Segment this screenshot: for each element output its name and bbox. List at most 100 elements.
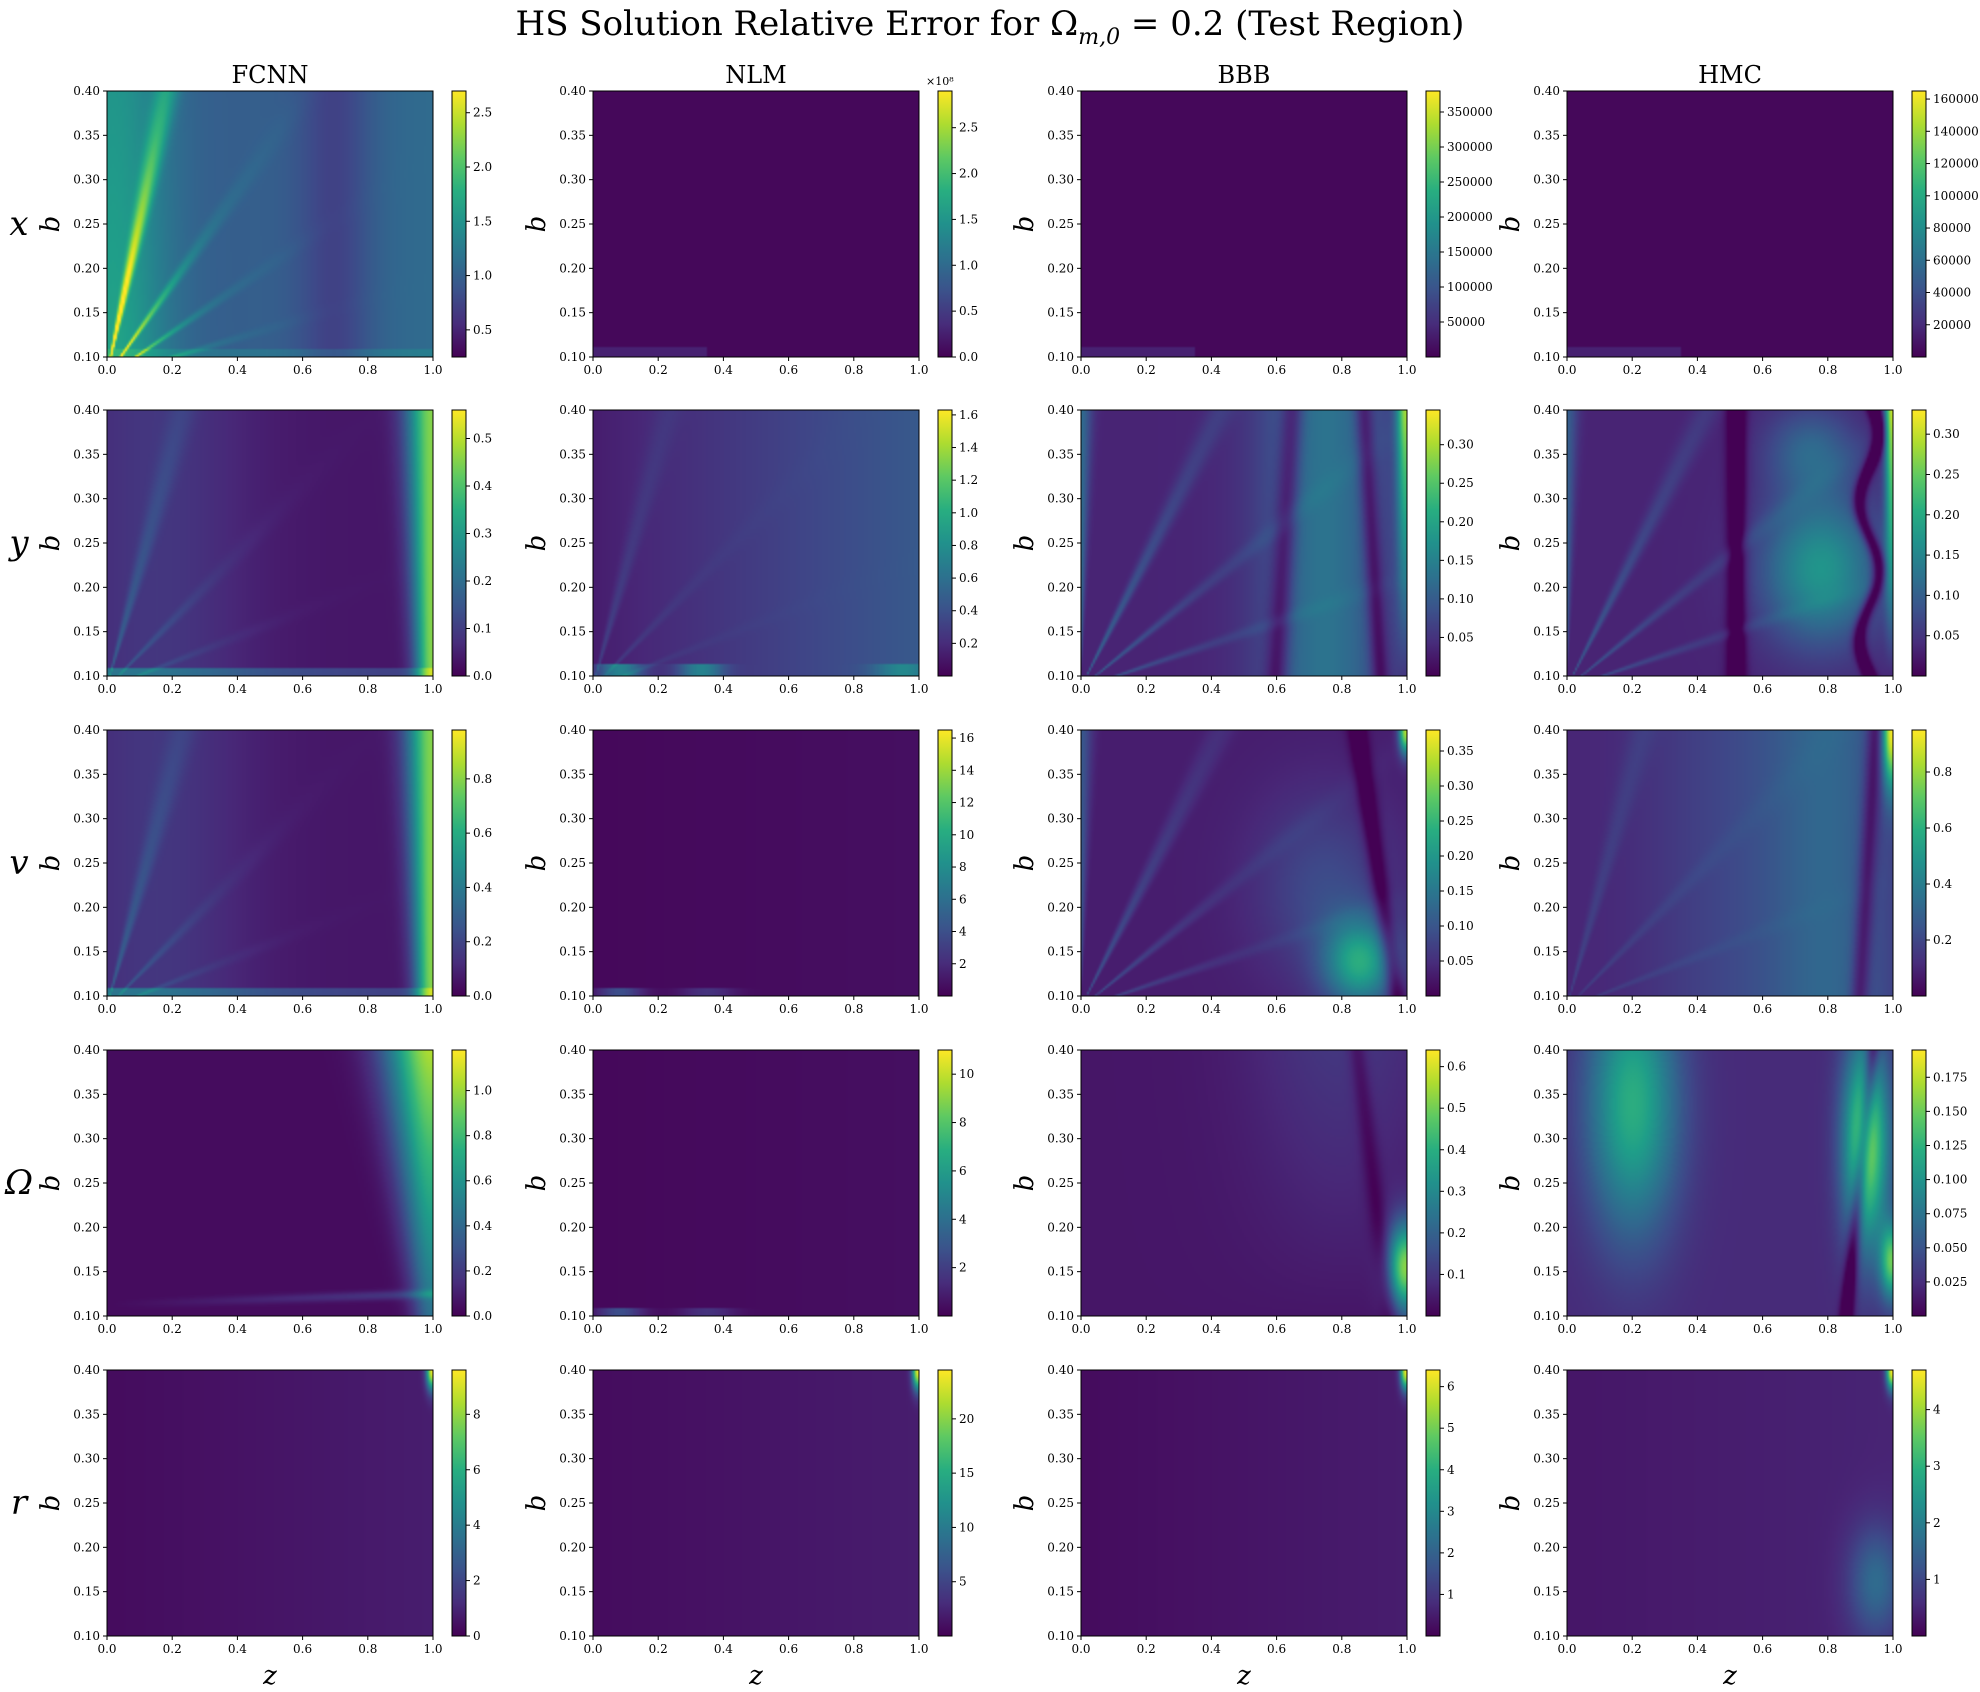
y-tick-label: 0.35: [1047, 128, 1074, 142]
colorbar-tick-label: 0.15: [1447, 884, 1474, 898]
x-tick-label: 0.4: [1688, 1322, 1707, 1336]
colorbar-tick-label: 4: [1933, 1403, 1941, 1417]
colorbar-tick-label: 0.10: [1933, 588, 1960, 602]
y-axis-label: b: [36, 1495, 66, 1512]
y-axis-label: b: [1496, 535, 1526, 552]
heatmap-image: [1567, 1370, 1893, 1636]
colorbar-tick-label: 15: [959, 1466, 974, 1480]
heatmap-image: [1567, 730, 1893, 996]
colorbar-tick-label: 0.20: [1447, 515, 1474, 529]
colorbar-tick-label: 0.30: [1933, 427, 1960, 441]
y-tick-label: 0.30: [1533, 1132, 1560, 1146]
x-tick-label: 0.0: [583, 363, 602, 377]
colorbar-tick-label: 0.25: [1447, 476, 1474, 490]
x-tick-label: 0.0: [97, 1322, 116, 1336]
x-tick-label: 0.2: [1623, 363, 1642, 377]
heatmap-image: [1081, 1050, 1407, 1316]
x-tick-label: 1.0: [909, 682, 928, 696]
colorbar-tick-label: 1.5: [959, 212, 978, 226]
x-tick-label: 1.0: [1397, 1642, 1416, 1656]
y-tick-label: 0.35: [1533, 128, 1560, 142]
x-tick-label: 0.0: [97, 682, 116, 696]
x-tick-label: 0.2: [1623, 682, 1642, 696]
column-title: HMC: [1698, 61, 1762, 89]
colorbar-tick-label: 4: [959, 1212, 967, 1226]
colorbar-tick-label: 1.2: [959, 473, 978, 487]
colorbar-frame: [451, 1049, 467, 1317]
x-tick-label: 0.0: [1071, 682, 1090, 696]
y-tick-label: 0.10: [1533, 1629, 1560, 1643]
x-tick-label: 0.2: [1137, 1322, 1156, 1336]
x-tick-label: 0.4: [228, 682, 247, 696]
colorbar-tick-label: 0.1: [1447, 1267, 1466, 1281]
colorbar-tick-label: 0.2: [473, 935, 492, 949]
colorbar-tick-label: 0: [473, 1629, 481, 1643]
heatmap-image: [1081, 91, 1407, 357]
colorbar-tick-label: 2.5: [959, 121, 978, 135]
y-tick-label: 0.15: [1533, 1265, 1560, 1279]
colorbar-tick-label: 2: [959, 957, 967, 971]
y-tick-label: 0.40: [559, 84, 586, 98]
panel-v-HMC: 0.0 0.2 0.4 0.6 0.8 1.0 0.10 0.15 0.20 0.25 0.30 0.…: [1496, 723, 1952, 1016]
y-tick-label: 0.25: [1533, 217, 1560, 231]
x-tick-label: 0.6: [293, 1002, 312, 1016]
colorbar-tick-label: 0.20: [1447, 849, 1474, 863]
y-tick-label: 0.30: [1047, 812, 1074, 826]
x-tick-label: 0.6: [1753, 682, 1772, 696]
y-tick-label: 0.15: [1533, 306, 1560, 320]
x-tick-label: 0.2: [163, 1002, 182, 1016]
colorbar-tick-label: 0.4: [1933, 877, 1952, 891]
x-tick-label: 0.2: [649, 1642, 668, 1656]
y-tick-label: 0.40: [73, 403, 100, 417]
y-tick-label: 0.40: [1047, 84, 1074, 98]
colorbar-tick-label: 0.30: [1447, 779, 1474, 793]
colorbar-tick-label: 0.0: [473, 669, 492, 683]
x-tick-label: 0.6: [293, 363, 312, 377]
y-tick-label: 0.20: [73, 580, 100, 594]
y-tick-label: 0.15: [1047, 625, 1074, 639]
panels-grid: 0.0 0.2 0.4 0.6 0.8 1.00.100.150.200.250.300.…: [4, 61, 1979, 1691]
colorbar-tick-label: 6: [959, 892, 967, 906]
x-tick-label: 1.0: [1397, 363, 1416, 377]
y-tick-label: 0.20: [1533, 900, 1560, 914]
y-tick-label: 0.30: [1533, 1452, 1560, 1466]
y-tick-label: 0.30: [559, 812, 586, 826]
y-tick-label: 0.25: [1047, 1176, 1074, 1190]
colorbar-tick-label: 0.4: [473, 880, 492, 894]
x-tick-label: 0.6: [293, 1642, 312, 1656]
heatmap-image: [593, 1370, 919, 1636]
x-tick-label: 0.4: [1202, 1322, 1221, 1336]
y-tick-label: 0.15: [73, 625, 100, 639]
x-tick-label: 0.4: [714, 1322, 733, 1336]
y-tick-label: 0.25: [1533, 1496, 1560, 1510]
colorbar-gradient: [452, 410, 466, 676]
colorbar-tick-label: 2.0: [473, 160, 492, 174]
y-tick-label: 0.35: [73, 767, 100, 781]
y-tick-label: 0.40: [73, 723, 100, 737]
y-axis-label: b: [522, 535, 552, 552]
x-tick-label: 0.4: [228, 1002, 247, 1016]
colorbar-tick-label: 0.35: [1447, 744, 1474, 758]
colorbar-tick-label: 0.5: [959, 304, 978, 318]
y-tick-label: 0.40: [559, 723, 586, 737]
y-tick-label: 0.20: [1047, 261, 1074, 275]
colorbar-gradient: [1426, 91, 1440, 357]
colorbar-tick-label: 8: [959, 1116, 967, 1130]
y-tick-label: 0.20: [73, 900, 100, 914]
y-tick-label: 0.25: [559, 856, 586, 870]
y-tick-label: 0.35: [1047, 447, 1074, 461]
heatmap-image: [1081, 730, 1407, 996]
colorbar-frame: [937, 1049, 953, 1317]
panel-y-HMC: 0.0 0.2 0.4 0.6 0.8 1.0 0.10 0.15 0.20 0.25 0.30 0.…: [1496, 403, 1960, 696]
x-tick-label: 0.6: [1267, 1002, 1286, 1016]
colorbar-tick-label: 0.8: [473, 772, 492, 786]
x-tick-label: 0.0: [1071, 1002, 1090, 1016]
y-tick-label: 0.30: [73, 173, 100, 187]
x-tick-label: 0.6: [779, 363, 798, 377]
colorbar-tick-label: 300000: [1447, 140, 1493, 154]
y-tick-label: 0.30: [73, 812, 100, 826]
y-tick-label: 0.25: [73, 1176, 100, 1190]
y-tick-label: 0.15: [559, 306, 586, 320]
colorbar-tick-label: 0.4: [473, 479, 492, 493]
y-axis-label: b: [522, 1175, 552, 1192]
